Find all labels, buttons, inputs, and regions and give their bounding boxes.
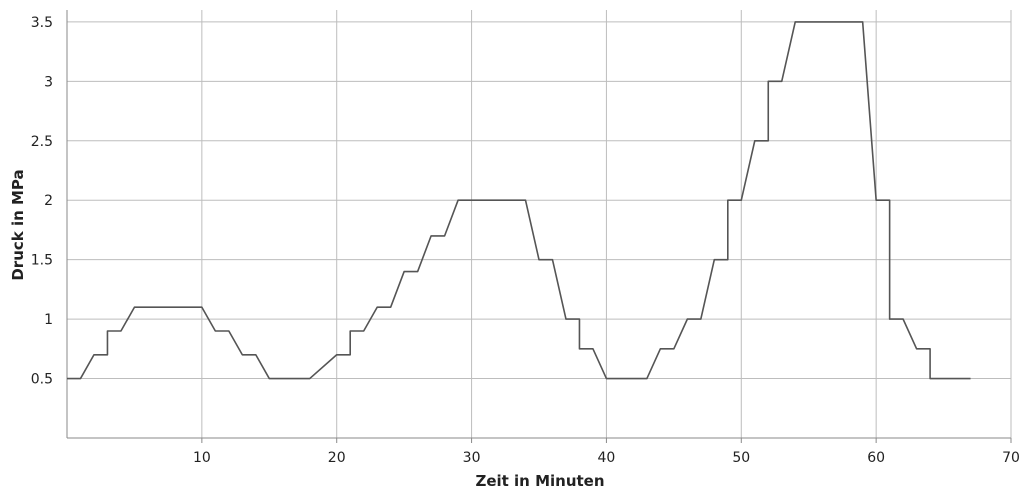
y-tick-label: 1	[44, 312, 53, 328]
axes	[66, 10, 1012, 443]
y-tick-label: 2	[44, 193, 53, 209]
y-tick-label: 3	[44, 74, 53, 90]
x-tick-label: 70	[1002, 450, 1020, 466]
x-tick-label: 40	[598, 450, 616, 466]
y-tick-labels: 0.5 1 1.5 2 2.5 3 3.5	[31, 15, 53, 388]
y-tick-label: 0.5	[31, 372, 53, 388]
y-tick-label: 3.5	[31, 15, 53, 31]
x-axis-title: Zeit in Minuten	[475, 472, 604, 490]
x-tick-labels: 10 20 30 40 50 60 70	[193, 450, 1020, 466]
y-tick-label: 1.5	[31, 253, 53, 269]
grid-lines	[67, 10, 1012, 438]
y-axis-title: Druck in MPa	[9, 169, 27, 280]
series-line	[67, 21, 971, 380]
x-tick-label: 30	[463, 450, 481, 466]
x-tick-label: 10	[193, 450, 211, 466]
x-tick-label: 50	[732, 450, 750, 466]
x-tick-label: 20	[328, 450, 346, 466]
x-tick-label: 60	[867, 450, 885, 466]
series-layer	[67, 21, 971, 380]
y-tick-label: 2.5	[31, 134, 53, 150]
